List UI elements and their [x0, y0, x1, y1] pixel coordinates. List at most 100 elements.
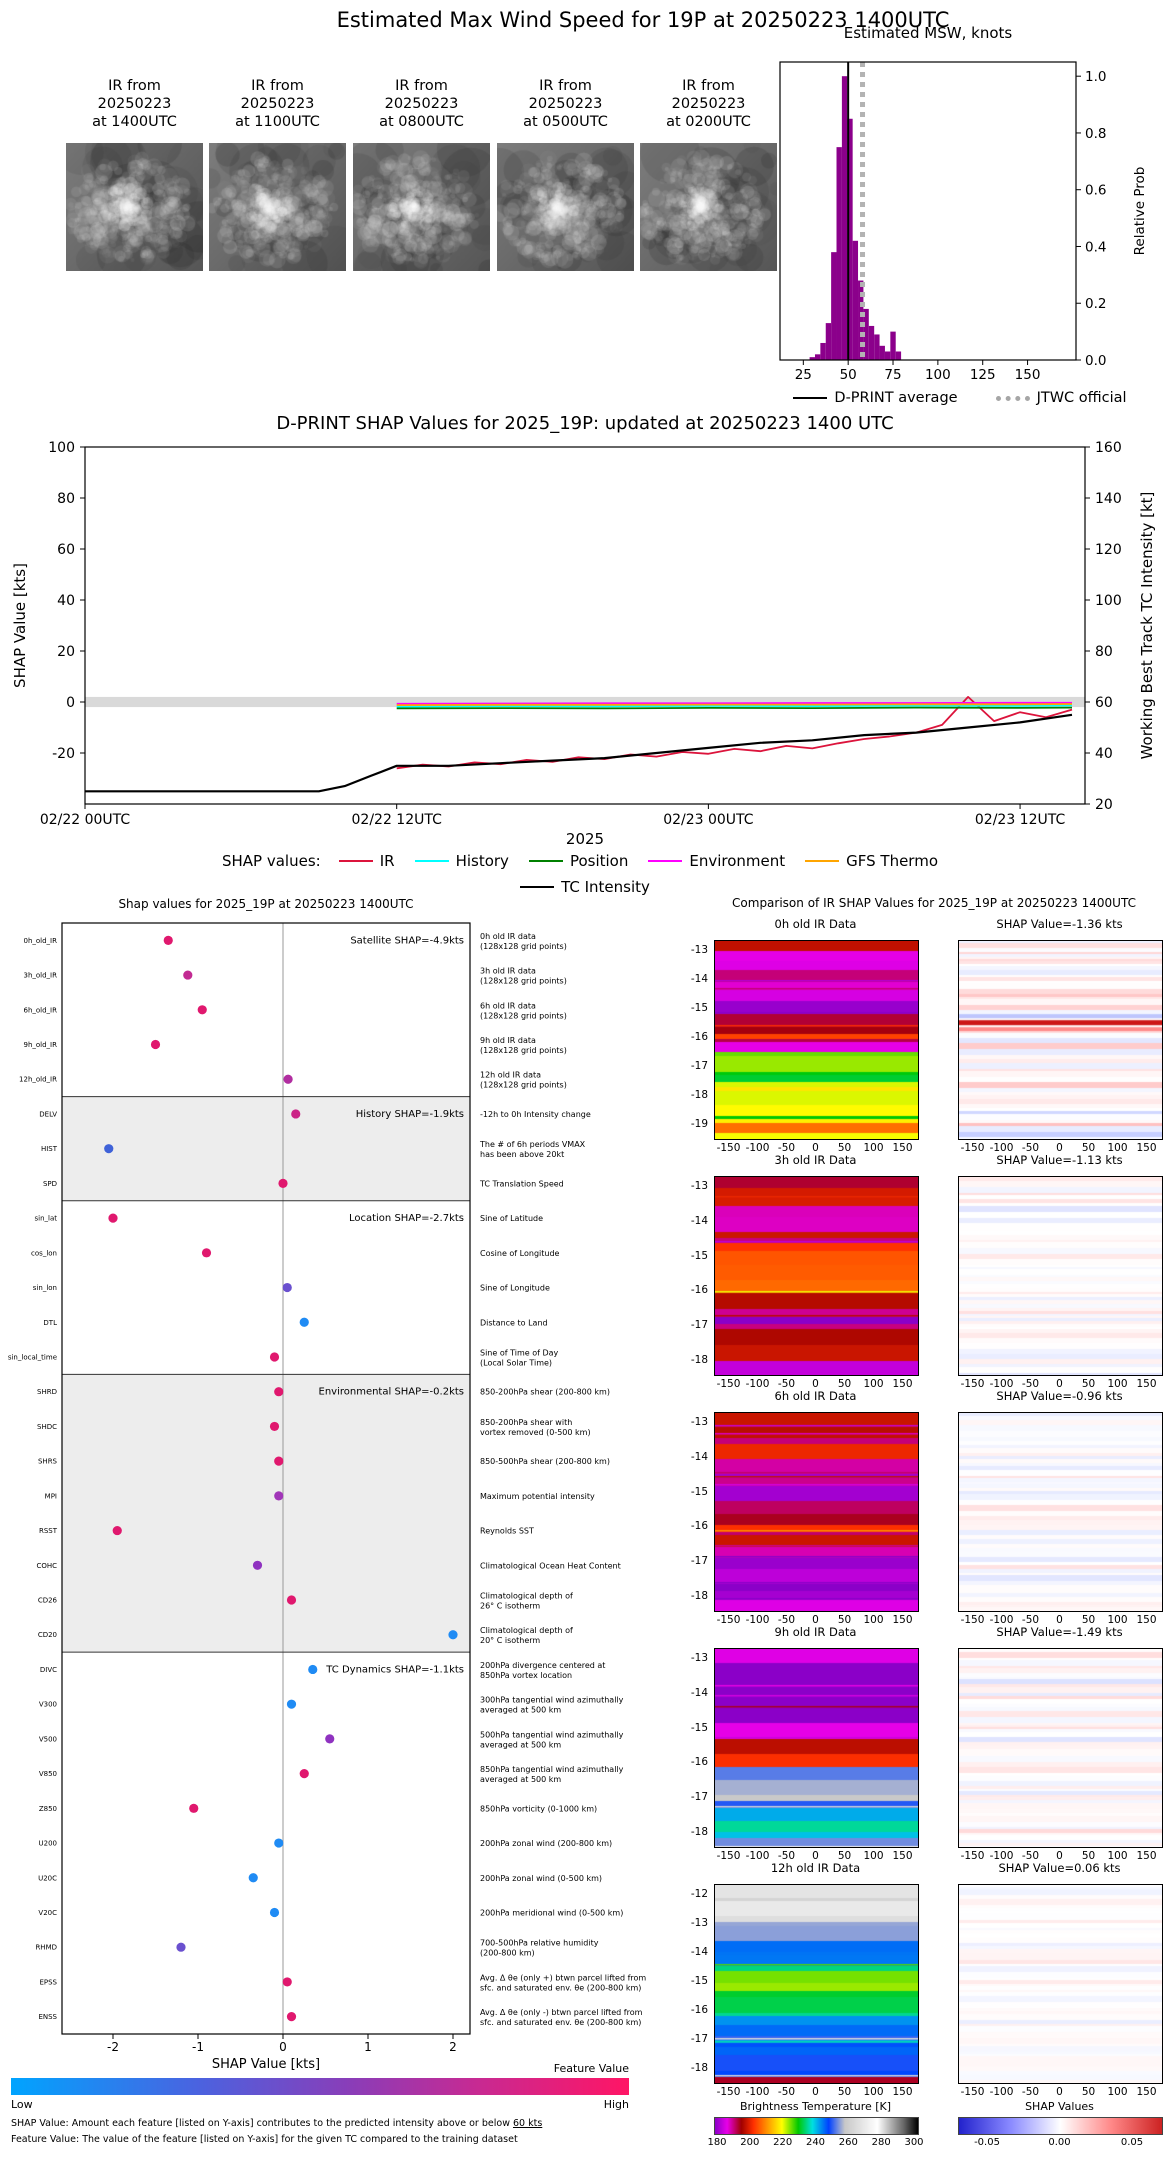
x-tick-label: 150	[1015, 367, 1041, 383]
x-tick-label: -150	[960, 2086, 985, 2098]
feature-tick-label: U20C	[38, 1874, 57, 1882]
y-tick-label: 0.4	[1085, 239, 1106, 255]
feature-tick-label: DELV	[39, 1110, 57, 1118]
feature-desc: (128x128 grid points)	[480, 977, 567, 986]
x-tick-label: 150	[1136, 1378, 1157, 1390]
y-tick-label: -16	[690, 1520, 708, 1533]
y-tick-label: 0	[66, 695, 75, 711]
y-tick-label: -18	[690, 1089, 708, 1101]
y-tick-label: 40	[57, 593, 75, 609]
feature-desc: Sine of Longitude	[480, 1284, 550, 1293]
feature-desc: 200hPa meridional wind (0-500 km)	[480, 1908, 623, 1917]
bt-tick-label: 260	[838, 2137, 858, 2148]
dot-plot-frame	[61, 922, 471, 2035]
figure-title: Estimated Max Wind Speed for 19P at 2025…	[336, 8, 950, 32]
x-tick-label: 100	[1107, 1850, 1128, 1862]
feature-tick-label: SHRD	[37, 1388, 57, 1396]
y-tick-label: -15	[690, 1002, 708, 1014]
x-tick-label: 50	[837, 2086, 852, 2098]
y-tick-label: 20	[57, 644, 75, 660]
x-tick-label: 50	[1081, 2086, 1096, 2098]
feature-tick-label: HIST	[41, 1145, 58, 1153]
feature-desc: 700-500hPa relative humidity	[480, 1939, 599, 1948]
x-tick-label: -100	[745, 1142, 770, 1154]
ir-heatmap-panel	[714, 1884, 919, 2084]
ir-heatmap-panel	[714, 1648, 919, 1848]
feature-dot	[274, 1838, 284, 1848]
x-tick-label: -50	[1021, 1142, 1040, 1154]
x-tick-label: 100	[1107, 1614, 1128, 1626]
x-tick-label: -100	[745, 1614, 770, 1626]
feature-dot	[108, 1213, 118, 1223]
legend-line	[414, 860, 449, 862]
y-tick-label: 120	[1095, 542, 1122, 558]
shap-heatmap-panel	[958, 940, 1163, 1140]
histogram-bar	[831, 252, 837, 360]
feature-desc: (200-800 km)	[480, 1949, 535, 1958]
ir-satellite-image-canvas	[640, 143, 777, 271]
legend-label: D-PRINT average	[834, 390, 958, 406]
x-tick-label: 0	[812, 1378, 819, 1390]
footnote-text: SHAP Value: Amount each feature [listed …	[11, 2118, 513, 2129]
shap-colorbar-title: SHAP Values	[1025, 2100, 1094, 2113]
y-tick-label: -15	[690, 1485, 708, 1498]
feature-dot	[308, 1664, 318, 1675]
series-tc-intensity	[85, 713, 1073, 793]
feature-dot	[286, 2012, 297, 2022]
bt-tick-label: 240	[805, 2137, 826, 2148]
group-label: History SHAP=-1.9kts	[356, 1109, 464, 1120]
legend-label: Environment	[689, 852, 786, 870]
bt-tick-label: 220	[773, 2137, 793, 2148]
ir-heatmap-canvas	[715, 1413, 918, 1611]
x-tick-label: 150	[1136, 2086, 1157, 2098]
y-tick-label: 140	[1095, 491, 1122, 507]
x-tick-label: -50	[777, 1142, 796, 1154]
legend-item: History	[414, 852, 509, 870]
histogram-legend: D-PRINT average JTWC official	[740, 390, 1168, 406]
series-history	[396, 704, 1073, 708]
feature-dot	[269, 1421, 280, 1432]
legend-item: IR	[338, 852, 395, 870]
shap-heatmap-canvas	[959, 1885, 1162, 2083]
shap-colorbar-tick-label: 0.00	[1048, 2137, 1071, 2148]
feature-desc: 850-500hPa shear (200-800 km)	[480, 1457, 610, 1466]
legend-line	[338, 860, 373, 862]
x-tick-label: 0	[1056, 2086, 1063, 2098]
x-tick-label: 100	[863, 1142, 884, 1154]
x-tick-label: -100	[989, 2086, 1014, 2098]
feature-desc: TC Translation Speed	[479, 1179, 564, 1188]
ir-heatmap-canvas	[715, 1649, 918, 1847]
feature-dot	[325, 1734, 335, 1744]
y-tick-label: -13	[690, 944, 708, 956]
feature-dot	[176, 1942, 186, 1952]
y-tick-label: -14	[690, 973, 708, 985]
x-tick-label: -50	[1021, 1614, 1040, 1626]
group-shade	[62, 1374, 470, 1653]
x-tick-label: -50	[1021, 1850, 1040, 1862]
x-tick-label: 0	[1056, 1378, 1063, 1390]
feature-dot	[163, 935, 173, 945]
feature-desc: Sine of Latitude	[480, 1214, 543, 1223]
feature-desc: 200hPa zonal wind (0-500 km)	[480, 1874, 602, 1883]
x-tick-label: 150	[1136, 1614, 1157, 1626]
feature-dot	[150, 1039, 161, 1050]
feature-tick-label: Z850	[39, 1805, 57, 1813]
feature-dot	[299, 1769, 309, 1779]
feature-desc: 26° C isotherm	[480, 1602, 540, 1611]
x-tick-label: -150	[960, 1850, 985, 1862]
y-tick-label: -15	[690, 1249, 708, 1262]
ir-satellite-image-canvas	[209, 143, 346, 271]
x-tick-label: 50	[837, 1378, 852, 1390]
ir-thumbnail-label: IR from 20250223 at 1100UTC	[235, 78, 320, 131]
shap-heatmap-canvas	[959, 941, 1162, 1139]
series-position	[396, 706, 1073, 710]
shap-heatmap-panel	[958, 1412, 1163, 1612]
y-tick-label: -16	[690, 1756, 708, 1769]
feature-dot	[286, 1699, 297, 1709]
feature-dot	[282, 1282, 292, 1293]
ir-panel-title: 9h old IR Data	[774, 1625, 857, 1639]
feature-tick-label: cos_lon	[31, 1249, 57, 1257]
ir-panel-title: 3h old IR Data	[774, 1153, 857, 1167]
y-tick-label: 80	[57, 491, 75, 507]
